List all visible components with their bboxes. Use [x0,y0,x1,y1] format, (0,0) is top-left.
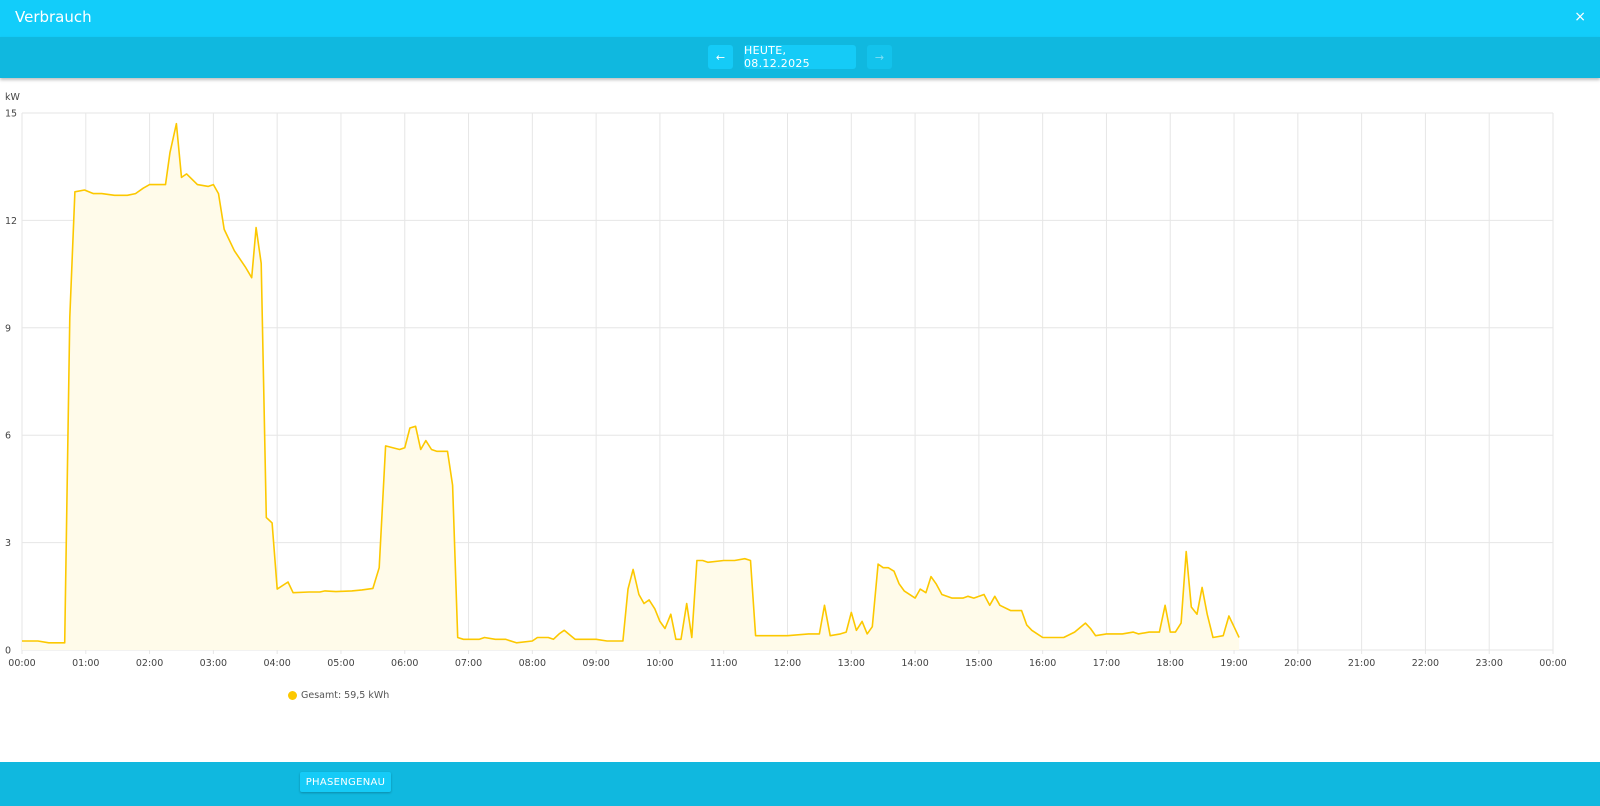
x-tick-label: 22:00 [1412,658,1439,669]
x-tick-label: 21:00 [1348,658,1375,669]
x-tick-label: 18:00 [1157,658,1184,669]
x-tick-label: 14:00 [901,658,928,669]
y-tick-label: 0 [5,646,11,657]
x-tick-label: 13:00 [838,658,865,669]
chart-legend[interactable]: Gesamt: 59,5 kWh [288,690,389,701]
x-tick-label: 10:00 [646,658,673,669]
x-tick-label: 17:00 [1093,658,1120,669]
x-tick-label: 09:00 [582,658,609,669]
next-day-button[interactable]: → [867,45,892,69]
y-tick-label: 9 [5,323,11,334]
x-tick-label: 23:00 [1476,658,1503,669]
footer-bar: PHASENGENAU [0,762,1600,806]
x-tick-label: 00:00 [1539,658,1566,669]
title-bar: Verbrauch × [0,0,1600,37]
x-tick-label: 11:00 [710,658,737,669]
x-tick-label: 01:00 [72,658,99,669]
x-tick-label: 03:00 [200,658,227,669]
phase-accurate-button[interactable]: PHASENGENAU [300,772,391,792]
x-tick-label: 05:00 [327,658,354,669]
arrow-left-icon: ← [715,50,726,64]
page-title: Verbrauch [15,8,92,26]
consumption-area-fill [22,123,1240,650]
y-axis-ticks: 0 3 6 9 12 15 [5,109,17,657]
chart-grid [21,112,1554,654]
x-tick-label: 15:00 [965,658,992,669]
consumption-chart: kW 0 3 6 9 12 15 00:00 01:00 02:00 03:00 04:00 05:… [5,92,1567,669]
x-tick-label: 07:00 [455,658,482,669]
y-tick-label: 15 [5,109,17,120]
x-tick-label: 06:00 [391,658,418,669]
x-axis-ticks: 00:00 01:00 02:00 03:00 04:00 05:00 06:00 07:00… [8,658,1566,669]
x-tick-label: 04:00 [263,658,290,669]
x-tick-label: 16:00 [1029,658,1056,669]
x-tick-label: 02:00 [136,658,163,669]
y-tick-label: 12 [5,216,17,227]
y-axis-unit-label: kW [5,92,21,103]
x-tick-label: 12:00 [774,658,801,669]
legend-label-total: Gesamt: 59,5 kWh [301,690,390,701]
x-tick-label: 00:00 [8,658,35,669]
y-tick-label: 3 [5,538,11,549]
previous-day-button[interactable]: ← [708,45,733,69]
arrow-right-icon: → [874,50,885,64]
close-icon[interactable]: × [1574,9,1586,25]
y-tick-label: 6 [5,431,11,442]
x-tick-label: 19:00 [1220,658,1247,669]
x-tick-label: 20:00 [1284,658,1311,669]
date-picker-button[interactable]: HEUTE, 08.12.2025 [744,44,856,70]
legend-color-dot-icon [288,691,297,700]
consumption-line [22,122,1240,644]
x-tick-label: 08:00 [519,658,546,669]
date-navigation-bar: ← HEUTE, 08.12.2025 → [0,37,1600,78]
